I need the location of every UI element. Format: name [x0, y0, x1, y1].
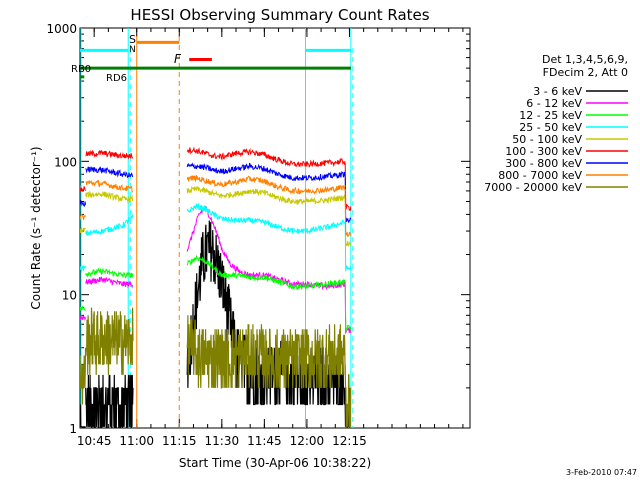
series-line-12-25-kev	[80, 254, 352, 332]
legend: Det 1,3,4,5,6,9, FDecim 2, Att 0 3 - 6 k…	[484, 53, 628, 194]
footer-timestamp: 3-Feb-2010 07:47	[566, 468, 637, 477]
legend-label-7000-20000-kev: 7000 - 20000 keV	[484, 181, 582, 194]
y-axis-label: Count Rate (s⁻¹ detector⁻¹)	[29, 146, 43, 309]
x-axis-label: Start Time (30-Apr-06 10:38:22)	[179, 456, 371, 470]
plot-frame	[79, 27, 471, 429]
y-tick-label-10: 10	[62, 289, 77, 303]
series-line-300-800-kev	[80, 162, 352, 224]
x-tick-label-11-00: 11:00	[119, 434, 154, 448]
y-tick-label-1: 1	[69, 422, 77, 436]
series-layer	[80, 146, 352, 428]
rd6-label: RD6	[106, 73, 127, 84]
n-marker-label: N	[129, 45, 136, 55]
y-tick-label-1000: 1000	[46, 22, 77, 36]
legend-label-800-7000-kev: 800 - 7000 keV	[498, 169, 582, 182]
series-line-3-6-kev	[80, 220, 351, 428]
plot-area: 1 10 100 1000 10:45 11:00 11:15 11:30 11:45 12:00…	[46, 22, 471, 448]
legend-label-50-100-kev: 50 - 100 keV	[512, 133, 582, 146]
chart-title: HESSI Observing Summary Count Rates	[130, 6, 429, 24]
legend-label-12-25-kev: 12 - 25 keV	[519, 109, 582, 122]
series-line-6-12-kev	[80, 205, 352, 335]
legend-label-6-12-kev: 6 - 12 keV	[526, 97, 582, 110]
y-tick-label-100: 100	[54, 155, 77, 169]
x-tick-label-11-15: 11:15	[162, 434, 197, 448]
x-tick-label-11-45: 11:45	[247, 434, 282, 448]
x-tick-label-12-15: 12:15	[332, 434, 367, 448]
legend-label-100-300-kev: 100 - 300 keV	[505, 145, 582, 158]
legend-label-3-6-kev: 3 - 6 keV	[533, 85, 582, 98]
x-tick-label-12-00: 12:00	[290, 434, 325, 448]
series-line-100-300-kev	[80, 146, 352, 212]
series-line-25-50-kev	[80, 202, 352, 273]
legend-header-line-1: Det 1,3,4,5,6,9,	[542, 53, 628, 66]
s-marker-label: S	[129, 33, 136, 46]
f-marker-label: F	[174, 52, 182, 66]
x-tick-label-10-45: 10:45	[77, 434, 112, 448]
legend-label-25-50-kev: 25 - 50 keV	[519, 121, 582, 134]
rb0-label: RB0	[71, 64, 91, 75]
legend-header-line-2: FDecim 2, Att 0	[543, 66, 628, 79]
legend-label-300-800-kev: 300 - 800 keV	[505, 157, 582, 170]
series-line-50-100-kev	[80, 185, 352, 248]
series-line-800-7000-kev	[80, 175, 352, 238]
x-tick-label-11-30: 11:30	[205, 434, 240, 448]
series-line-7000-20000-kev	[80, 307, 352, 428]
